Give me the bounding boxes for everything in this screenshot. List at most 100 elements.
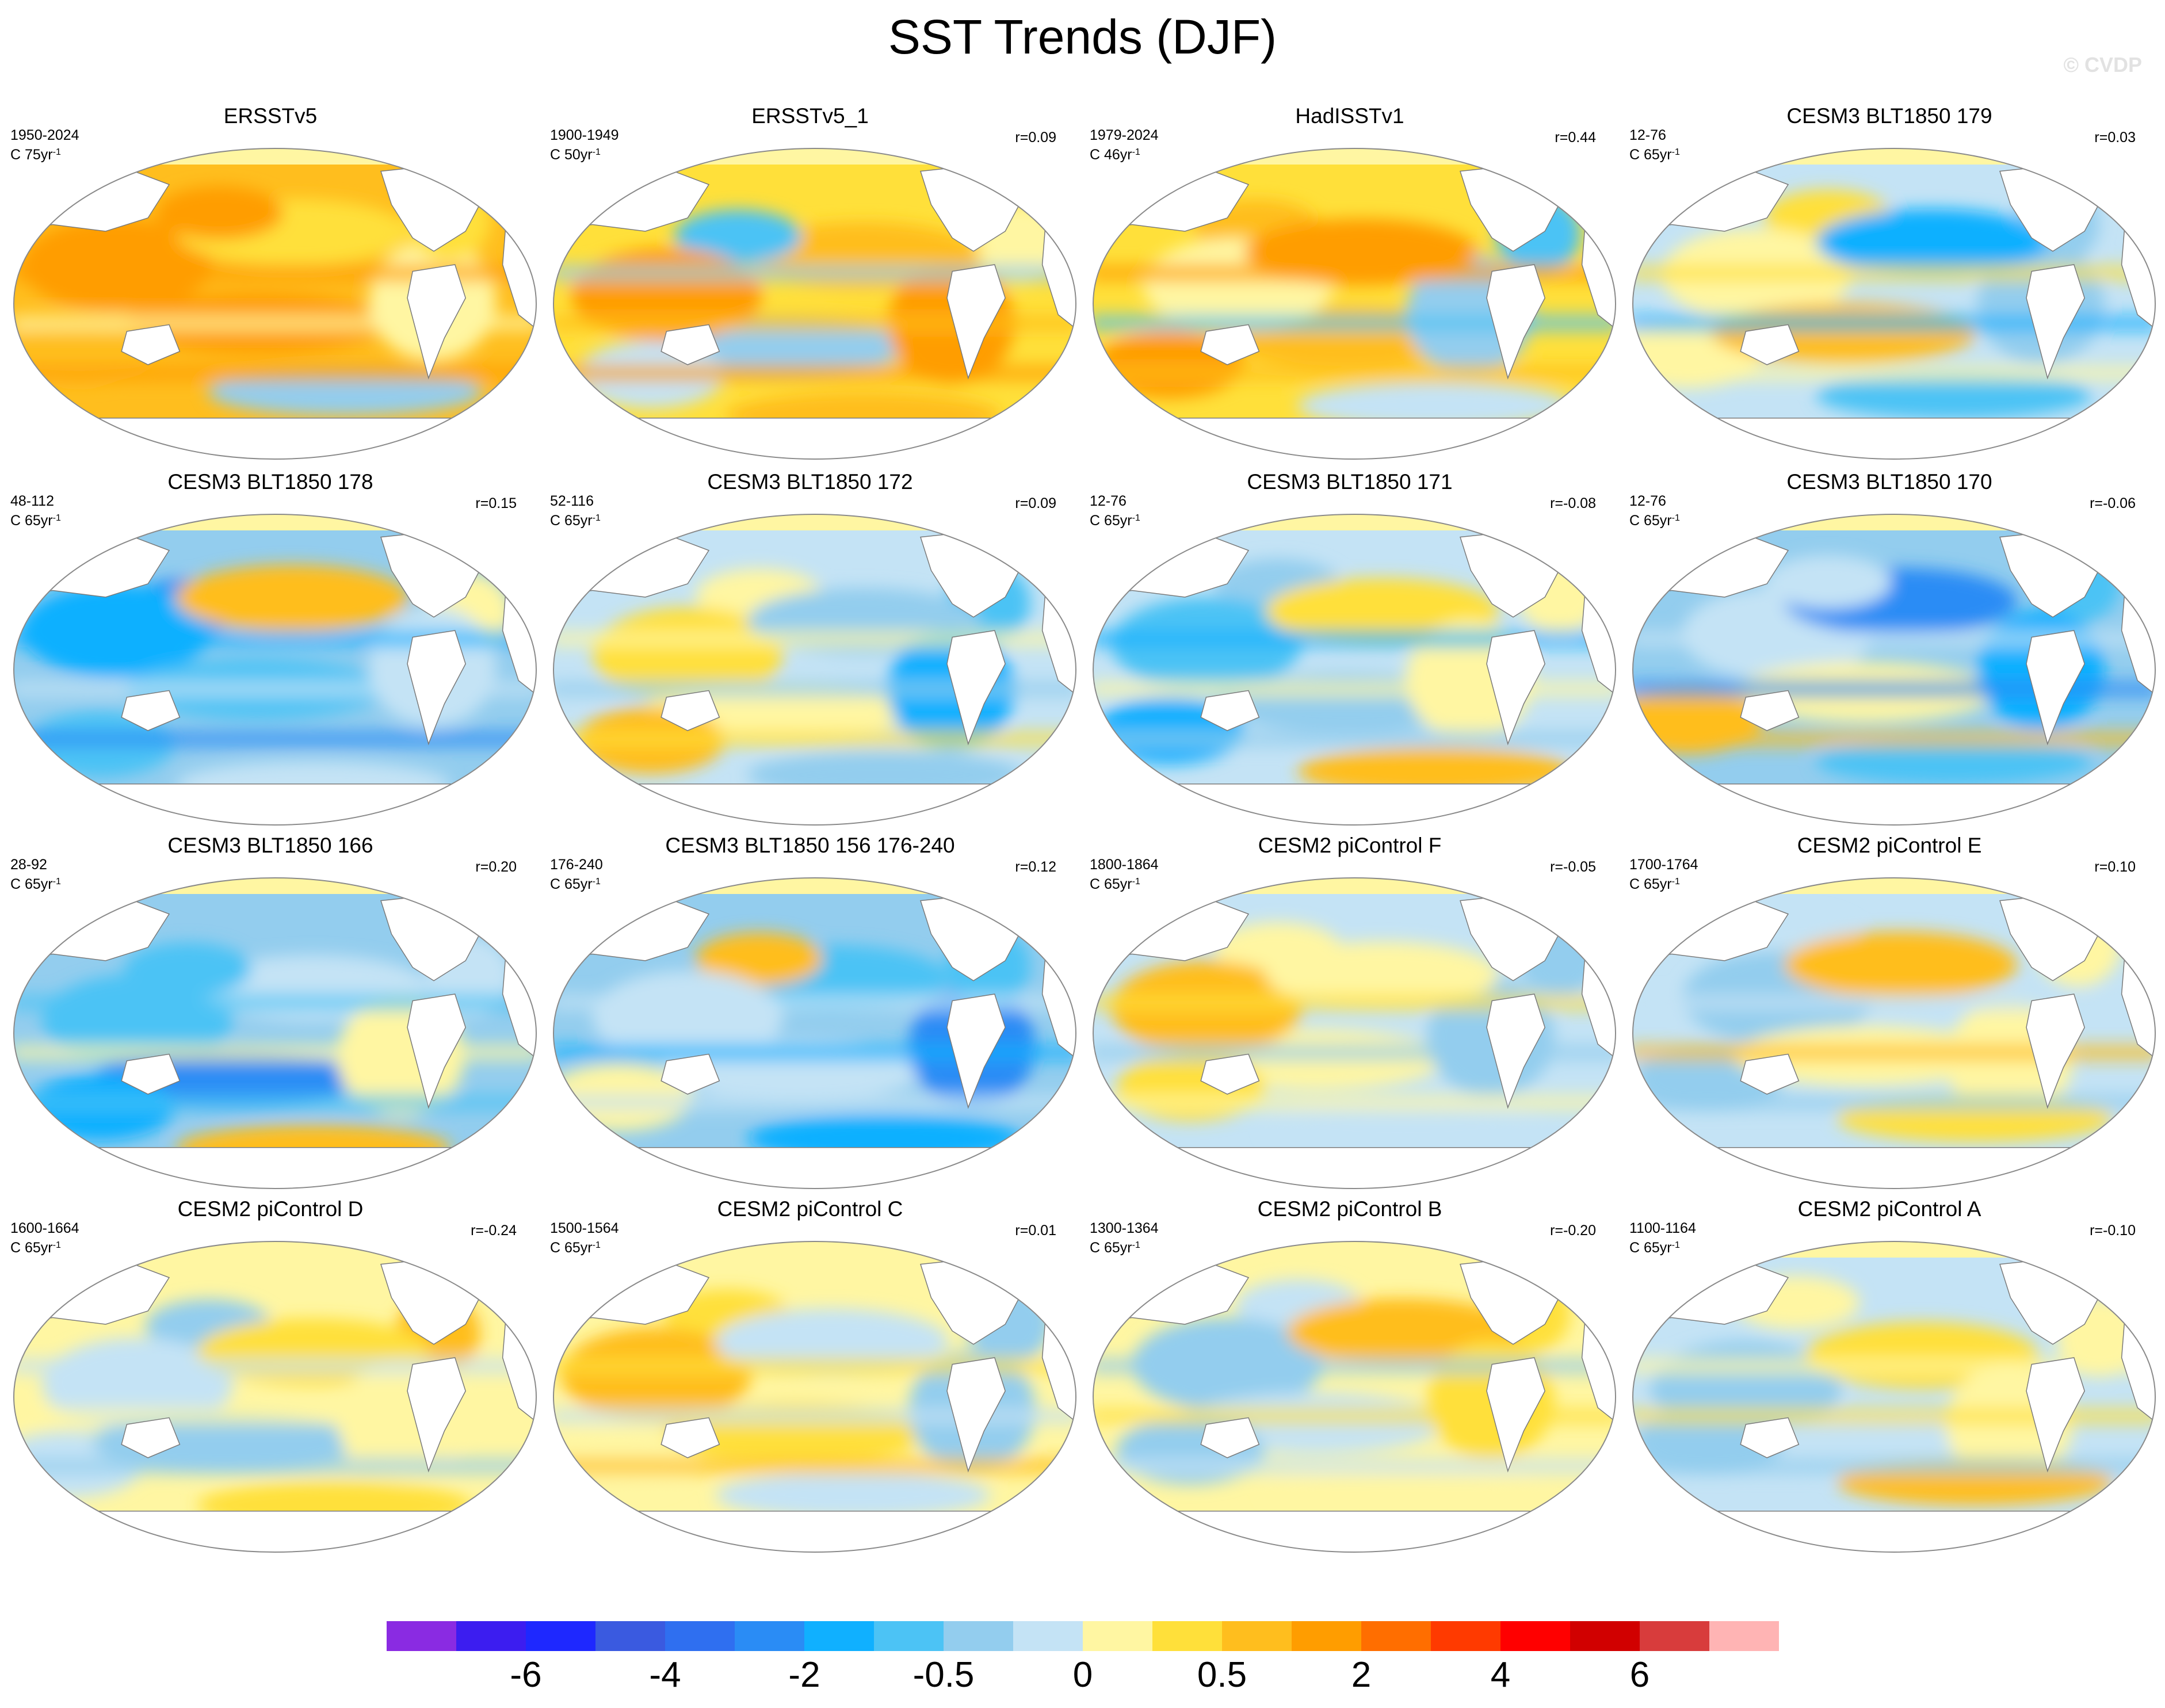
- trend-units: C 65yr-1: [1090, 513, 1140, 529]
- sst-anomaly-band: [1633, 365, 2155, 381]
- continent-landmass: [1486, 630, 1546, 746]
- sst-anomaly-region: [1297, 748, 1573, 795]
- continent-landmass: [1200, 690, 1260, 731]
- colorbar-segment: [665, 1621, 735, 1651]
- world-map: [1632, 148, 2156, 460]
- sst-anomaly-band: [1093, 731, 1616, 747]
- map-outline: [1632, 1241, 2156, 1553]
- sst-anomaly-band: [14, 994, 536, 1011]
- panel-title: CESM2 piControl C: [717, 1197, 903, 1221]
- sst-anomaly-band: [1093, 681, 1616, 697]
- map-outline: [553, 877, 1076, 1189]
- continent-landmass: [1740, 690, 1800, 731]
- sst-anomaly-region: [175, 564, 409, 632]
- world-map: [13, 877, 537, 1189]
- sst-anomaly-band: [1093, 994, 1616, 1011]
- trend-period: 1100-1164: [1629, 1220, 1696, 1236]
- world-map: [13, 1241, 537, 1553]
- panel-title: ERSSTv5: [223, 104, 318, 128]
- map-outline: [1632, 514, 2156, 826]
- continent-landmass: [121, 690, 181, 731]
- map-outline: [553, 1241, 1076, 1553]
- trend-period: 1300-1364: [1090, 1220, 1159, 1236]
- trend-units: C 65yr-1: [1629, 876, 1680, 892]
- sst-anomaly-band: [1633, 631, 2155, 647]
- continent-landmass: [660, 1053, 720, 1095]
- sst-anomaly-band: [1633, 994, 2155, 1011]
- pattern-correlation: r=-0.08: [1550, 495, 1596, 511]
- world-map: [1632, 1241, 2156, 1553]
- trend-units: C 65yr-1: [10, 1240, 61, 1256]
- map-panel: ERSSTv5 1950-2024 C 75yr-1: [0, 104, 541, 472]
- continent-landmass: [1110, 1147, 1599, 1189]
- pattern-correlation: r=0.09: [1015, 495, 1056, 511]
- pattern-correlation: r=-0.05: [1550, 859, 1596, 875]
- pattern-correlation: r=-0.24: [471, 1222, 517, 1239]
- panel-title: CESM3 BLT1850 178: [167, 470, 373, 494]
- sst-anomaly-region: [1265, 1105, 1541, 1152]
- trend-period: 1500-1564: [550, 1220, 619, 1236]
- colorbar-segment: [1431, 1621, 1501, 1651]
- pattern-correlation: r=0.10: [2094, 859, 2136, 875]
- sst-anomaly-band: [14, 1044, 536, 1061]
- sst-anomaly-region: [715, 1472, 991, 1519]
- sst-anomaly-band: [14, 1458, 536, 1474]
- trend-units: C 65yr-1: [1629, 513, 1680, 529]
- sst-anomaly-band: [1093, 1094, 1616, 1111]
- colorbar-tick-label: 2: [1351, 1655, 1372, 1695]
- pattern-correlation: r=0.12: [1015, 859, 1056, 875]
- continent-landmass: [1110, 784, 1599, 825]
- continent-landmass: [1649, 1147, 2139, 1189]
- panel-title: CESM3 BLT1850 172: [707, 470, 913, 494]
- panel-title: ERSSTv5_1: [751, 104, 869, 128]
- continent-landmass: [2026, 994, 2086, 1109]
- sst-anomaly-band: [14, 731, 536, 747]
- colorbar-segment: [456, 1621, 526, 1651]
- sst-anomaly-region: [156, 186, 283, 240]
- trend-units: C 65yr-1: [550, 876, 601, 892]
- trend-units: C 65yr-1: [10, 513, 61, 529]
- continent-landmass: [660, 324, 720, 365]
- map-panel: CESM2 piControl E 1700-1764 C 65yr-1 r=0.10: [1619, 833, 2160, 1201]
- colorbar-segment: [1292, 1621, 1362, 1651]
- colorbar-segment: [1013, 1621, 1083, 1651]
- panel-title: CESM3 BLT1850 156 176-240: [665, 834, 955, 857]
- continent-landmass: [121, 324, 181, 365]
- continent-landmass: [407, 994, 467, 1109]
- trend-units: C 65yr-1: [10, 876, 61, 892]
- trend-units: C 65yr-1: [1629, 1240, 1680, 1256]
- colorbar-tick-label: -4: [649, 1655, 681, 1695]
- trend-period: 1800-1864: [1090, 857, 1159, 873]
- map-outline: [1093, 514, 1616, 826]
- sst-anomaly-band: [553, 365, 1076, 381]
- sst-anomaly-region: [1816, 738, 2091, 785]
- continent-landmass: [30, 1147, 520, 1189]
- pattern-correlation: r=0.09: [1015, 129, 1056, 146]
- colorbar-segment: [1640, 1621, 1710, 1651]
- sst-anomaly-band: [1093, 1458, 1616, 1474]
- trend-period: 1979-2024: [1090, 127, 1159, 143]
- continent-landmass: [570, 418, 1059, 459]
- world-map: [1632, 514, 2156, 826]
- continent-landmass: [1649, 1511, 2139, 1552]
- sst-anomaly-band: [553, 265, 1076, 281]
- colorbar-tick-label: -6: [510, 1655, 542, 1695]
- map-panel: CESM2 piControl D 1600-1664 C 65yr-1 r=-0.2…: [0, 1197, 541, 1565]
- map-outline: [553, 514, 1076, 826]
- continent-landmass: [30, 418, 520, 459]
- continent-landmass: [660, 1417, 720, 1458]
- colorbar-segment: [1570, 1621, 1640, 1651]
- trend-units: C 65yr-1: [550, 1240, 601, 1256]
- pattern-correlation: r=0.15: [475, 495, 517, 511]
- sst-anomaly-region: [696, 932, 823, 986]
- trend-period: 12-76: [1090, 493, 1127, 509]
- colorbar-tick-label: 4: [1490, 1655, 1511, 1695]
- sst-anomaly-region: [1816, 372, 2091, 419]
- sst-anomaly-region: [1764, 555, 1892, 609]
- panel-title: CESM2 piControl F: [1258, 834, 1442, 857]
- panel-title: CESM3 BLT1850 171: [1247, 470, 1453, 494]
- sst-anomaly-band: [1093, 365, 1616, 381]
- sst-anomaly-band: [1633, 731, 2155, 747]
- world-map: [1632, 877, 2156, 1189]
- continent-landmass: [1649, 784, 2139, 825]
